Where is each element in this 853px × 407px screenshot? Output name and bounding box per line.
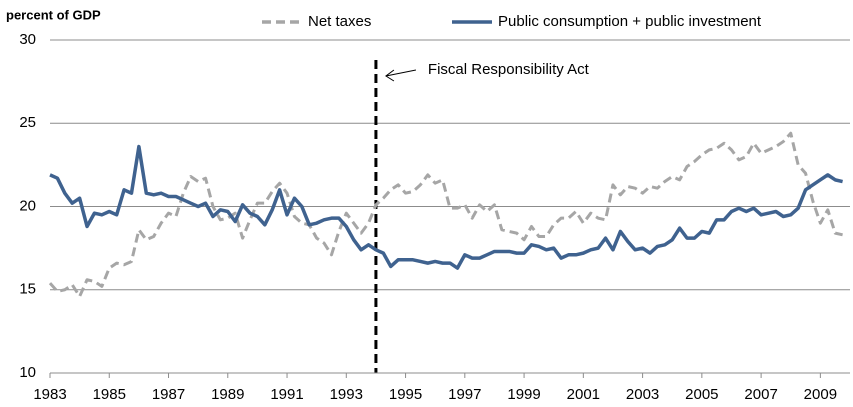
annotation: Fiscal Responsibility Act — [428, 61, 590, 78]
x-tick-label: 2009 — [804, 386, 837, 403]
x-tick-label: 2003 — [626, 386, 659, 403]
x-tick-label: 2001 — [567, 386, 600, 403]
y-tick-label: 25 — [19, 114, 36, 131]
x-tick-label: 1985 — [93, 386, 126, 403]
y-tick-label: 30 — [19, 31, 36, 48]
series-line — [48, 131, 843, 298]
legend-label: Net taxes — [308, 13, 371, 30]
x-tick-label: 1991 — [270, 386, 303, 403]
x-tick-label: 1983 — [33, 386, 66, 403]
x-tick-label: 2005 — [685, 386, 718, 403]
x-tick-label: 1995 — [389, 386, 422, 403]
y-axis-label: percent of GDP — [6, 7, 101, 22]
series-line — [49, 144, 843, 270]
x-tick-label: 1989 — [211, 386, 244, 403]
x-tick-label: 1987 — [152, 386, 185, 403]
x-tick-label: 1999 — [507, 386, 540, 403]
legend-label: Public consumption + public investment — [498, 13, 762, 30]
x-tick-label: 1997 — [448, 386, 481, 403]
x-tick-label: 1993 — [330, 386, 363, 403]
x-tick-label: 2007 — [744, 386, 777, 403]
y-tick-label: 15 — [19, 281, 36, 298]
annotation-arrow — [385, 69, 417, 82]
y-tick-label: 10 — [19, 364, 36, 381]
y-tick-label: 20 — [19, 197, 36, 214]
